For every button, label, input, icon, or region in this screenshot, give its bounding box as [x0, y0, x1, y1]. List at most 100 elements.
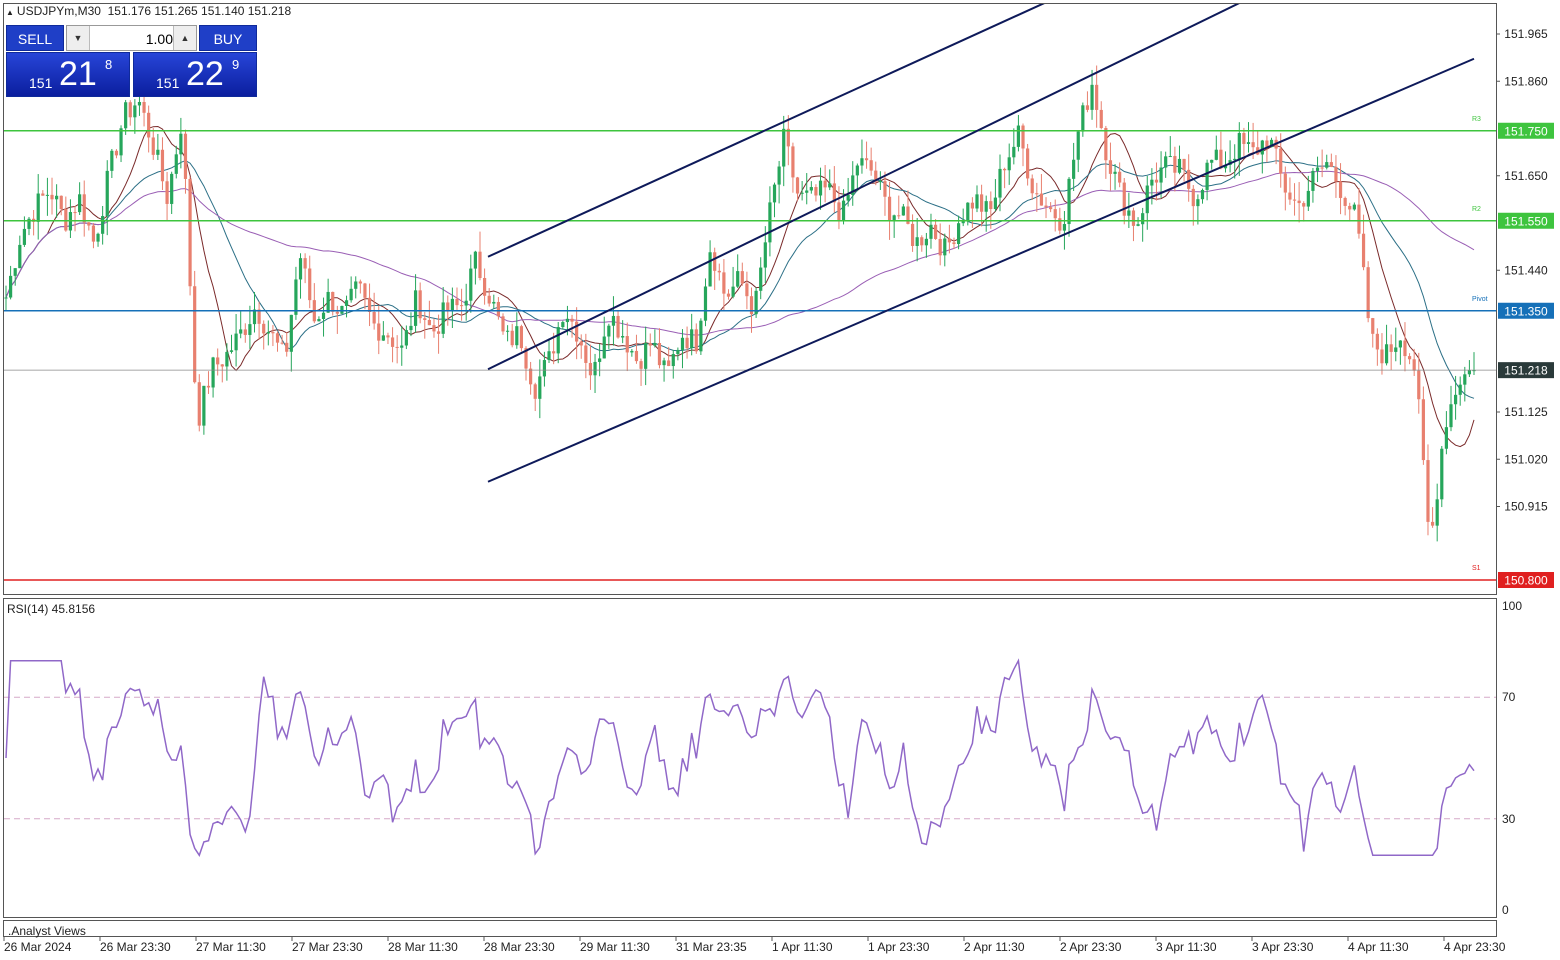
- sell-price-button[interactable]: 151 21 8: [6, 52, 130, 97]
- candle-body: [818, 180, 823, 196]
- candle-body: [598, 358, 602, 362]
- candle: [703, 278, 708, 327]
- candle: [722, 259, 726, 312]
- candle: [556, 322, 560, 364]
- candle-body: [1315, 167, 1320, 171]
- candle-body: [1026, 148, 1030, 179]
- candle: [1260, 139, 1264, 174]
- candle-body: [736, 271, 740, 287]
- sell-price-main: 21: [59, 55, 97, 93]
- candle-body: [73, 212, 77, 214]
- candle-body: [1016, 125, 1021, 147]
- collapse-triangle-icon[interactable]: ▲: [6, 8, 14, 17]
- candle: [482, 268, 487, 305]
- lot-size-input[interactable]: [91, 28, 175, 50]
- candle: [239, 310, 243, 339]
- candle-body: [1141, 213, 1145, 225]
- candle: [1426, 444, 1430, 536]
- time-tick-label: 28 Mar 11:30: [388, 940, 458, 954]
- candle-body: [759, 267, 763, 291]
- candle-body: [395, 346, 399, 348]
- buy-price-button[interactable]: 151 22 9: [133, 52, 257, 97]
- candle: [50, 177, 54, 215]
- candle: [27, 216, 31, 236]
- candle-body: [1214, 149, 1218, 160]
- candle: [1430, 507, 1435, 528]
- candle-body: [239, 329, 243, 334]
- candle-body: [252, 309, 257, 325]
- candle: [275, 331, 280, 352]
- candle-body: [887, 196, 892, 222]
- candle-body: [1361, 233, 1366, 268]
- candle-body: [883, 181, 887, 197]
- candle-body: [1191, 188, 1195, 207]
- candle-body: [183, 133, 188, 179]
- candle-body: [1136, 224, 1140, 226]
- candle: [929, 213, 933, 249]
- candle-body: [749, 296, 754, 315]
- candle-body: [874, 170, 878, 182]
- candle-body: [1104, 128, 1108, 161]
- candle-body: [174, 154, 178, 174]
- candle-body: [795, 177, 800, 194]
- candle: [1168, 136, 1172, 158]
- buy-button[interactable]: BUY: [199, 25, 257, 51]
- candle-body: [91, 225, 96, 242]
- candle-body: [878, 181, 882, 183]
- candle-body: [956, 223, 961, 245]
- candle: [68, 199, 73, 238]
- candle-body: [1417, 370, 1421, 400]
- candle-body: [1223, 164, 1228, 169]
- level-tag: S1: [1472, 565, 1481, 572]
- candle: [473, 250, 477, 285]
- candle-body: [805, 190, 809, 193]
- candle: [901, 203, 905, 216]
- candle: [740, 262, 744, 286]
- increase-lot-icon[interactable]: ▲: [173, 26, 196, 50]
- candle-body: [915, 237, 919, 246]
- candle-body: [170, 173, 174, 204]
- candle-body: [869, 160, 873, 171]
- candle: [883, 171, 887, 216]
- main-chart-frame: [3, 3, 1497, 595]
- candle-body: [809, 187, 813, 191]
- candle-body: [786, 128, 790, 147]
- candle: [1104, 125, 1108, 179]
- candle: [105, 160, 109, 236]
- candle: [1407, 353, 1412, 365]
- candle-body: [1200, 189, 1205, 200]
- candle: [763, 226, 767, 284]
- candle: [1325, 154, 1329, 170]
- sell-button[interactable]: SELL: [6, 25, 64, 51]
- candle-body: [179, 133, 183, 155]
- price-tick-label: 151.650: [1504, 169, 1548, 183]
- decrease-lot-icon[interactable]: ▼: [67, 26, 90, 50]
- candle: [427, 300, 431, 326]
- candle-body: [846, 194, 850, 201]
- candle-body: [124, 102, 128, 129]
- candle-body: [588, 362, 593, 376]
- candle-body: [542, 360, 547, 377]
- candle: [193, 270, 197, 384]
- level-tag: Pivot: [1472, 296, 1488, 303]
- candle-body: [1003, 168, 1007, 171]
- candle: [602, 316, 606, 359]
- candle: [933, 219, 938, 240]
- candle-body: [1168, 156, 1172, 158]
- candle: [1302, 201, 1306, 222]
- candle: [791, 142, 795, 193]
- symbol-name: USDJPYm,M30: [16, 4, 101, 18]
- candle: [860, 139, 864, 174]
- candle-body: [418, 290, 422, 319]
- candle-body: [1421, 399, 1425, 461]
- candle-body: [1049, 207, 1053, 210]
- candle: [436, 314, 441, 354]
- candle: [1440, 445, 1444, 508]
- candle-body: [1150, 179, 1154, 186]
- candle: [160, 137, 165, 191]
- rsi-label: RSI(14) 45.8156: [7, 602, 95, 616]
- candle-body: [27, 218, 31, 229]
- candle-body: [220, 364, 224, 367]
- ma-slow-line: [5, 170, 1475, 336]
